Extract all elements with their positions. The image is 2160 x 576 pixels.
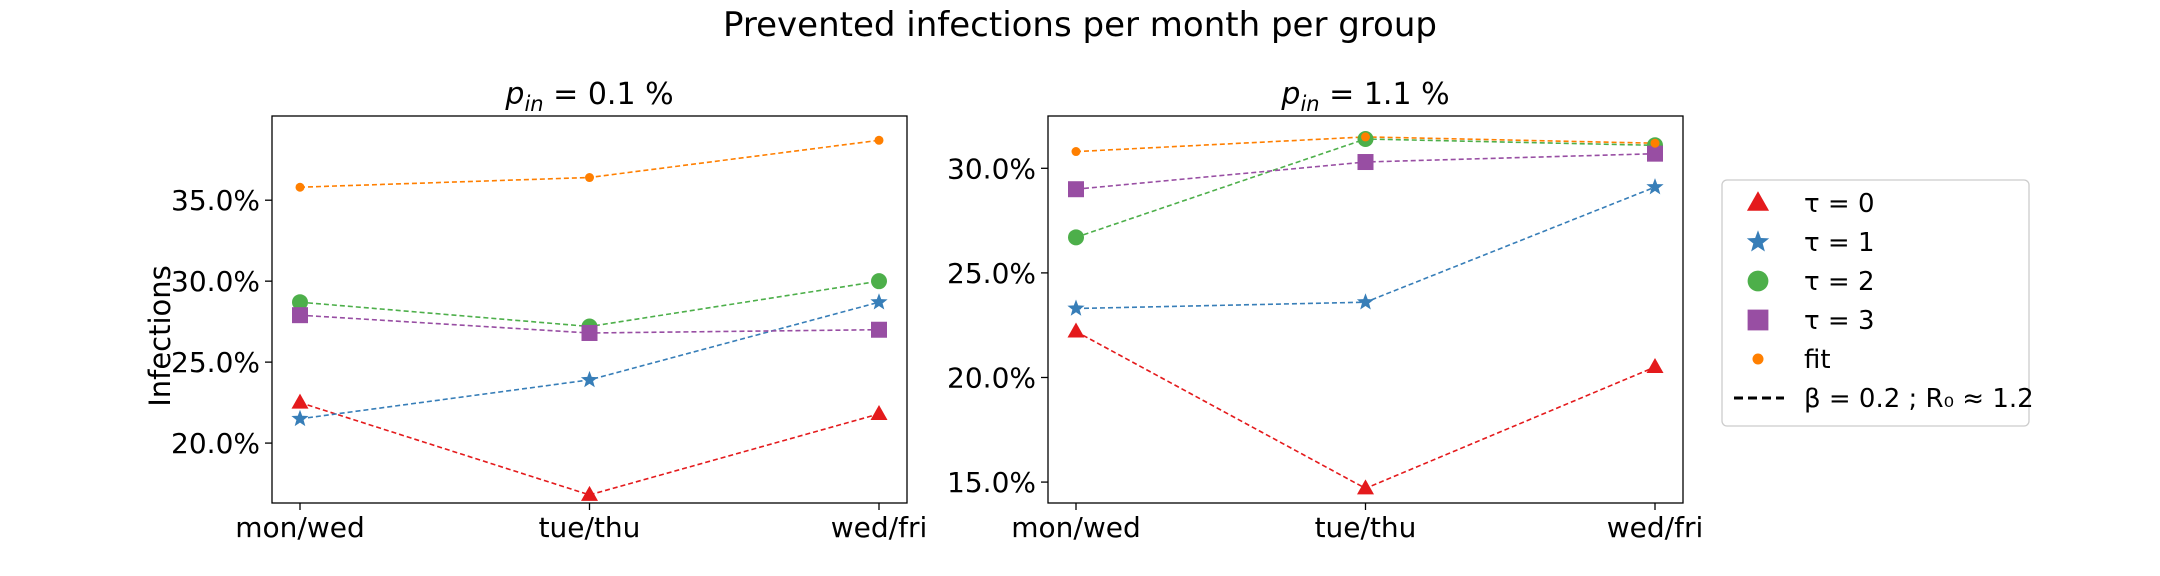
- legend-frame: [1721, 179, 2030, 427]
- legend-marker-tau1: [1746, 230, 1770, 252]
- data-point-tau1: [580, 370, 599, 388]
- data-point-tau3: [1647, 145, 1663, 162]
- data-point-fit: [295, 182, 305, 192]
- legend-label-fit: fit: [1804, 345, 1831, 375]
- legend-label-tau2: τ = 2: [1804, 267, 1875, 297]
- y-tick-label: 25.0%: [171, 346, 260, 379]
- data-point-fit: [1071, 147, 1081, 157]
- y-tick-label: 30.0%: [947, 152, 1036, 185]
- series-line-tau2: [1075, 138, 1656, 239]
- y-tick-label: 20.0%: [947, 361, 1036, 394]
- y-tick-label: 20.0%: [171, 427, 260, 460]
- y-tick-label: 35.0%: [171, 184, 260, 217]
- data-point-tau3: [581, 324, 598, 341]
- x-tick-label: wed/fri: [1607, 511, 1703, 544]
- legend-label-tau1: τ = 1: [1804, 228, 1875, 258]
- chart-panels: pin = 0.1 % 20.0% 25.0% 30.0% 35.0% mon/wed tu…: [171, 77, 1703, 544]
- data-point-tau1: [1646, 178, 1664, 195]
- legend-marker-tau3: [1747, 309, 1769, 331]
- legend-label-tau3: τ = 3: [1804, 306, 1875, 336]
- panel-title: pin = 1.1 %: [1280, 77, 1449, 116]
- series-line-tau1: [1075, 186, 1656, 310]
- panel-title: pin = 0.1 %: [504, 77, 673, 116]
- x-tick-label: wed/fri: [831, 511, 927, 544]
- legend-marker-tau2: [1747, 270, 1769, 292]
- data-point-tau1: [1356, 293, 1375, 310]
- data-point-tau2: [1068, 229, 1084, 246]
- y-tick-label: 30.0%: [171, 265, 260, 298]
- data-point-tau3: [1068, 181, 1084, 198]
- legend-marker-fit: [1752, 353, 1764, 365]
- axes-frame: [1047, 115, 1684, 504]
- legend: τ = 0 τ = 1 τ = 2 τ = 3 fit β = 0.2 ; R₀ ≈ 1.…: [1721, 179, 2034, 427]
- data-point-tau2: [292, 294, 308, 311]
- data-point-tau0: [291, 393, 309, 409]
- data-point-tau1: [1067, 299, 1085, 316]
- series-line-tau0: [1075, 330, 1656, 490]
- x-tick-label: tue/thu: [1315, 511, 1417, 544]
- data-point-tau0: [870, 404, 888, 420]
- data-point-fit: [874, 135, 884, 145]
- legend-label-beta: β = 0.2 ; R₀ ≈ 1.2: [1804, 384, 2034, 414]
- data-point-tau3: [1357, 154, 1374, 171]
- data-point-fit: [1361, 132, 1370, 142]
- y-axis-label: Infections: [143, 265, 177, 407]
- data-point-fit: [1650, 138, 1660, 148]
- legend-label-tau0: τ = 0: [1804, 189, 1875, 219]
- series-line-tau0: [299, 401, 880, 496]
- figure-title: Prevented infections per month per group: [723, 5, 1437, 45]
- data-point-tau3: [871, 321, 887, 338]
- data-point-tau1: [870, 293, 888, 310]
- data-point-tau1: [291, 409, 309, 427]
- data-point-fit: [585, 173, 594, 183]
- data-point-tau2: [871, 273, 887, 290]
- x-tick-label: mon/wed: [1011, 511, 1141, 544]
- data-point-tau0: [581, 485, 598, 501]
- chart-panel-1: pin = 0.1 % 20.0% 25.0% 30.0% 35.0% mon/wed tu…: [171, 77, 927, 544]
- data-point-tau0: [1646, 358, 1664, 374]
- x-tick-label: mon/wed: [235, 511, 365, 544]
- y-tick-label: 15.0%: [947, 466, 1036, 499]
- data-point-tau3: [292, 307, 308, 324]
- legend-marker-tau0: [1746, 191, 1770, 211]
- data-point-tau0: [1067, 322, 1085, 338]
- chart-panel-2: pin = 1.1 % 15.0% 20.0% 25.0% 30.0% mon/wed tu…: [947, 77, 1703, 544]
- y-tick-label: 25.0%: [947, 257, 1036, 290]
- x-tick-label: tue/thu: [539, 511, 641, 544]
- data-point-tau0: [1357, 479, 1374, 495]
